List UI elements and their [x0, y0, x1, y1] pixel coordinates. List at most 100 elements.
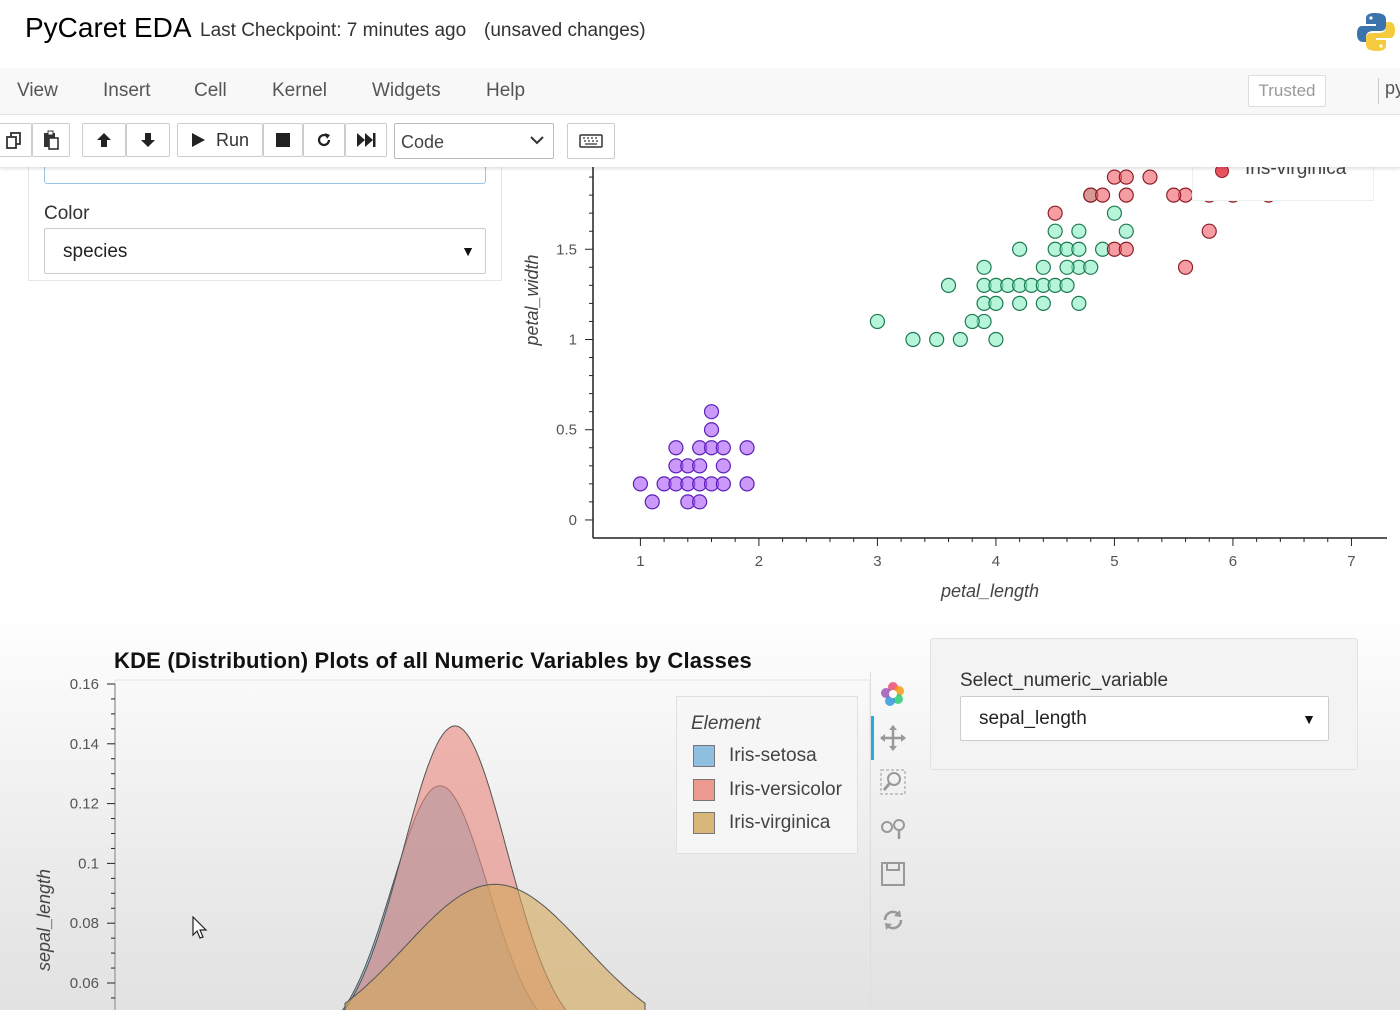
unsaved-status: (unsaved changes) — [484, 20, 646, 41]
scatter-point — [703, 422, 720, 438]
stop-icon — [276, 133, 290, 147]
kde-y-tick-label: 0.14 — [70, 736, 99, 753]
x-tick-label: 3 — [873, 553, 881, 570]
scatter-point — [1118, 223, 1134, 239]
notebook-toolbar: Run Code — [0, 115, 1400, 167]
restart-run-all-button[interactable] — [345, 123, 387, 157]
scatter-point — [869, 313, 886, 330]
x-tick-label: 4 — [992, 553, 1000, 570]
reset-icon[interactable] — [877, 904, 909, 936]
scatter-point — [1142, 169, 1158, 185]
copy-icon — [6, 132, 21, 149]
numeric-variable-value: sepal_length — [979, 708, 1087, 729]
legend-label-virginica-kde: Iris-virginica — [729, 812, 831, 833]
notebook-header: PyCaret EDA Last Checkpoint: 7 minutes a… — [0, 0, 1400, 69]
scatter-point — [1118, 169, 1134, 185]
x-tick-label: 1 — [636, 553, 644, 570]
kde-y-tick-label: 0.16 — [70, 676, 99, 693]
scatter-point — [1177, 259, 1194, 275]
move-up-button[interactable] — [82, 123, 126, 157]
active-tool-marker — [871, 716, 874, 760]
color-select[interactable]: species ▼ — [44, 228, 486, 274]
interrupt-button[interactable] — [263, 123, 303, 157]
scatter-point — [988, 295, 1004, 311]
legend-title: Element — [691, 713, 761, 734]
run-button[interactable]: Run — [177, 123, 263, 157]
keyboard-icon — [579, 134, 603, 148]
menu-cell[interactable]: Cell — [194, 80, 227, 101]
menu-view[interactable]: View — [17, 80, 58, 101]
fast-forward-icon — [357, 133, 376, 147]
x-tick-label: 5 — [1110, 553, 1118, 570]
x-tick-label: 6 — [1229, 553, 1237, 570]
cell-type-select[interactable]: Code — [394, 123, 554, 159]
scatter-point — [1047, 205, 1063, 221]
scatter-point — [739, 476, 755, 492]
kde-y-tick-label: 0.12 — [70, 796, 99, 813]
mouse-cursor-icon — [192, 916, 208, 939]
paste-button[interactable] — [32, 123, 70, 157]
scatter-point — [1035, 295, 1051, 311]
scatter-point — [952, 331, 968, 348]
checkpoint-status: Last Checkpoint: 7 minutes ago — [200, 20, 467, 41]
kde-title: KDE (Distribution) Plots of all Numeric … — [114, 648, 752, 673]
python-logo-icon — [1354, 10, 1398, 59]
scatter-point — [940, 277, 957, 293]
restart-icon — [317, 133, 331, 147]
kde-y-axis-label: sepal_length — [34, 869, 54, 971]
paste-icon — [44, 130, 59, 150]
y-tick-label: 0.5 — [556, 422, 577, 439]
cell-type-value: Code — [401, 132, 445, 152]
scatter-point — [1012, 295, 1028, 311]
chevron-down-icon — [530, 136, 544, 145]
menu-widgets[interactable]: Widgets — [372, 80, 441, 101]
kernel-indicator[interactable]: py — [1378, 78, 1400, 104]
pan-tool-icon[interactable] — [877, 722, 909, 754]
scatter-point — [988, 331, 1004, 348]
menu-help[interactable]: Help — [486, 80, 526, 101]
scatter-point — [1071, 223, 1087, 239]
numeric-variable-select[interactable]: sepal_length ▼ — [960, 696, 1329, 741]
scatter-point — [715, 440, 731, 456]
legend-swatch-virginica — [693, 812, 715, 834]
run-label: Run — [216, 129, 250, 150]
trusted-indicator[interactable]: Trusted — [1248, 75, 1326, 107]
box-zoom-icon[interactable] — [877, 766, 909, 798]
scatter-point — [1118, 187, 1134, 203]
copy-button[interactable] — [0, 123, 32, 157]
scatter-point — [1059, 277, 1075, 293]
scatter-point — [1106, 205, 1123, 221]
scatter-point — [1047, 223, 1063, 239]
scatter-point — [692, 458, 708, 474]
menu-bar: View Insert Cell Kernel Widgets Help — [0, 68, 1400, 115]
select-variable-label: Select_numeric_variable — [960, 670, 1169, 691]
command-palette-button[interactable] — [567, 123, 615, 159]
play-icon — [192, 133, 205, 147]
menu-kernel[interactable]: Kernel — [272, 80, 327, 101]
scatter-point — [1094, 187, 1111, 203]
scatter-point — [703, 404, 720, 420]
bokeh-logo-icon[interactable] — [877, 678, 909, 710]
y-axis-label: petal_width — [522, 254, 542, 346]
wheel-zoom-icon[interactable] — [877, 812, 909, 844]
scatter-point — [632, 476, 649, 492]
scatter-point — [1035, 259, 1051, 275]
kde-plot: 0.06 0.08 0.1 0.12 0.14 0.16 sepal_length — [34, 676, 871, 1010]
menu-insert[interactable]: Insert — [103, 80, 151, 101]
scatter-point — [668, 440, 684, 456]
kde-y-tick-label: 0.1 — [78, 855, 99, 872]
kde-legend: Element Iris-setosa Iris-versicolor Iris… — [676, 696, 858, 854]
arrow-down-icon — [141, 133, 155, 147]
x-tick-label: 7 — [1347, 553, 1355, 570]
notebook-title[interactable]: PyCaret EDA — [25, 12, 192, 43]
move-down-button[interactable] — [126, 123, 170, 157]
legend-swatch-setosa — [693, 745, 715, 767]
kde-y-tick-label: 0.06 — [70, 975, 99, 992]
scatter-point — [715, 476, 731, 492]
arrow-up-icon — [97, 133, 111, 147]
save-icon[interactable] — [877, 858, 909, 890]
scatter-point — [1083, 259, 1099, 275]
restart-button[interactable] — [303, 123, 345, 157]
x-axis-label: petal_length — [940, 581, 1039, 601]
